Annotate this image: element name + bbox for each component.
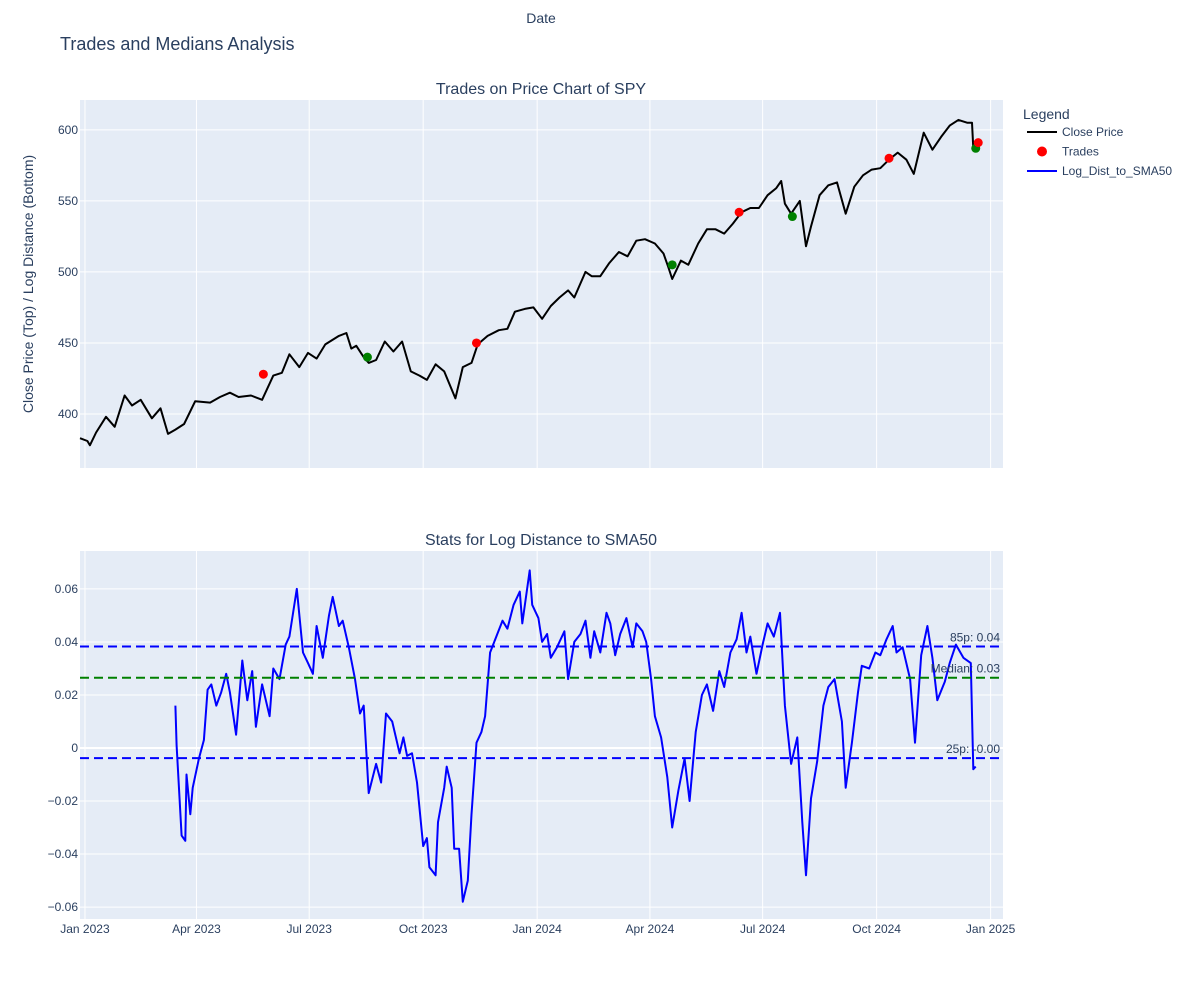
trade-marker[interactable] [787,212,797,222]
x-tick-label: Jul 2023 [287,922,333,936]
x-tick-label: Jul 2024 [740,922,786,936]
legend-item[interactable]: Log_Dist_to_SMA50 [1027,164,1172,178]
trade-markers [258,138,983,379]
dist-ytick-label: −0.02 [48,794,79,808]
price-ytick-label: 400 [58,407,78,421]
x-tick-label: Jan 2024 [512,922,562,936]
price-subplot: 400 450 500 550 600 Trades on Price Chart of… [20,81,1003,468]
legend-item-label: Log_Dist_to_SMA50 [1062,164,1172,178]
x-tick-label: Apr 2023 [172,922,221,936]
x-tick-label: Jan 2023 [60,922,110,936]
reference-line-label: Median: 0.03 [931,662,1001,676]
legend-entries: Close Price Trades Log_Dist_to_SMA50 [1027,125,1172,178]
distance-grid [80,551,1003,919]
distance-x-ticks: Jan 2023 Apr 2023 Jul 2023 Oct 2023 Jan 2024… [60,922,1015,936]
dist-ytick-label: 0.04 [55,635,79,649]
close-price-line [79,118,977,447]
x-tick-label: Apr 2024 [626,922,675,936]
reference-lines: 85p: 0.04 Median: 0.03 25p: -0.00 [80,630,1003,760]
legend-title: Legend [1023,106,1070,122]
legend-item-label: Trades [1062,145,1099,159]
price-subplot-title: Trades on Price Chart of SPY [436,81,646,98]
dist-ytick-label: 0 [71,741,78,755]
x-tick-label: Oct 2024 [852,922,901,936]
legend-item[interactable]: Trades [1037,145,1099,159]
price-ytick-label: 450 [58,336,78,350]
dist-ytick-label: 0.02 [55,688,79,702]
reference-line-label: 25p: -0.00 [946,742,1000,756]
legend-item[interactable]: Close Price [1027,125,1124,139]
legend-marker-swatch [1037,146,1047,157]
trade-marker[interactable] [362,352,372,362]
trade-marker[interactable] [973,138,983,148]
figure-title: Trades and Medians Analysis [60,34,294,54]
reference-line-label: 85p: 0.04 [950,630,1000,644]
price-series [79,118,977,447]
trade-marker[interactable] [667,260,677,270]
distance-y-ticks: −0.06 −0.04 −0.02 0 0.02 0.04 0.06 [48,582,79,914]
price-ytick-label: 600 [58,123,78,137]
x-tick-label: Jan 2025 [966,922,1016,936]
dist-ytick-label: −0.04 [48,847,79,861]
legend-item-label: Close Price [1062,125,1124,139]
distance-subplot: −0.06 −0.04 −0.02 0 0.02 0.04 0.06 85p: 0.04 Me… [48,532,1016,936]
price-ytick-label: 500 [58,265,78,279]
trade-marker[interactable] [734,207,744,217]
legend: Legend Close Price Trades Log_Dist_to_SMA5… [1023,106,1172,178]
trade-marker[interactable] [258,369,268,379]
price-ytick-label: 550 [58,194,78,208]
dist-ytick-label: 0.06 [55,582,79,596]
distance-plot-area[interactable] [80,551,1003,919]
top-axis-label: Date [526,10,556,26]
price-y-axis-title: Close Price (Top) / Log Distance (Bottom… [20,155,36,413]
dist-ytick-label: −0.06 [48,900,79,914]
distance-subplot-title: Stats for Log Distance to SMA50 [425,532,657,549]
price-plot-area[interactable] [80,100,1003,468]
x-tick-label: Oct 2023 [399,922,448,936]
trade-marker[interactable] [471,338,481,348]
price-y-ticks: 400 450 500 550 600 [58,123,78,421]
trade-marker[interactable] [884,153,894,163]
